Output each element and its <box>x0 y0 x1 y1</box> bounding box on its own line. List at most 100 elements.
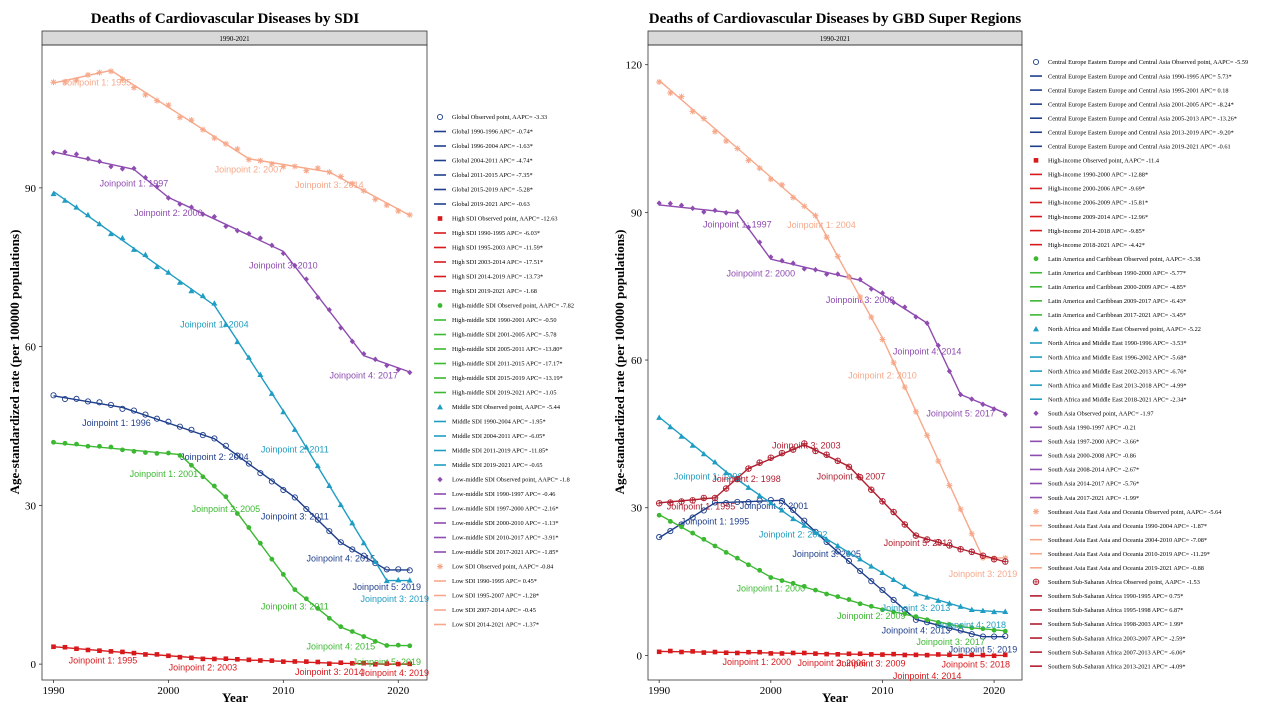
observed-point <box>757 239 763 246</box>
observed-point <box>790 260 796 266</box>
legend-marker-key <box>1033 158 1039 163</box>
legend-label: Latin America and Caribbean 2017-2021 AP… <box>1048 312 1186 319</box>
legend-label: Southeast Asia East Asia and Oceania 201… <box>1048 565 1204 572</box>
observed-point <box>361 634 367 639</box>
observed-point <box>96 69 103 76</box>
legend-item: High-middle SDI 2015-2019 APC= -13.19* <box>434 375 563 382</box>
observed-point <box>51 644 56 650</box>
observed-point <box>924 594 931 600</box>
joinpoint-label: Joinpoint 1: 1996 <box>674 471 743 481</box>
observed-point <box>85 647 91 653</box>
legend-label: North Africa and Middle East Observed po… <box>1048 326 1201 333</box>
observed-point <box>62 644 68 650</box>
legend-label: Southern Sub-Saharan Africa 2013-2021 AP… <box>1048 663 1186 670</box>
observed-point <box>656 534 663 541</box>
observed-point <box>246 525 252 530</box>
observed-point <box>200 656 206 662</box>
observed-point <box>61 197 68 203</box>
observed-point <box>349 546 356 553</box>
joinpoint-label: Joinpoint 1: 2000 <box>737 584 806 594</box>
observed-point <box>834 253 841 260</box>
observed-point <box>199 126 206 133</box>
observed-point <box>924 617 930 623</box>
observed-point <box>74 441 79 447</box>
observed-point <box>913 652 919 658</box>
legend-marker-key <box>1033 508 1039 515</box>
observed-point <box>968 606 975 612</box>
legend-item: Middle SDI 2019-2021 APC= -0.65 <box>434 462 543 469</box>
sdi-series-low-middle-sdi: Joinpoint 1: 1997 Joinpoint 2: 2000 Joinpo… <box>50 149 413 381</box>
observed-point <box>969 625 975 631</box>
joinpoint-label: Joinpoint 5: 2019 <box>949 645 1018 655</box>
observed-point <box>756 459 763 466</box>
observed-point <box>880 607 885 613</box>
legend-item: Central Europe Eastern Europe and Centra… <box>1030 144 1231 151</box>
observed-point <box>957 603 964 609</box>
sdi-x-axis-title: Year <box>222 690 248 705</box>
joinpoint-label: Joinpoint 3: 2019 <box>949 569 1018 579</box>
observed-point <box>1002 411 1008 418</box>
observed-point <box>901 583 908 589</box>
observed-point <box>166 450 171 456</box>
legend-item: Southern Sub-Saharan Africa 1990-1995 AP… <box>1030 593 1183 600</box>
legend-marker-key <box>437 404 443 410</box>
legend-item: Latin America and Caribbean 2000-2009 AP… <box>1030 284 1186 291</box>
legend-item: North Africa and Middle East Observed po… <box>1033 325 1201 333</box>
observed-point <box>154 652 160 657</box>
legend-marker-key <box>437 303 443 308</box>
observed-point <box>779 651 785 656</box>
joinpoint-label: Joinpoint 1: 2004 <box>180 320 249 330</box>
legend-marker-key <box>1033 325 1039 332</box>
legend-marker-key <box>437 476 443 483</box>
observed-point <box>131 448 137 454</box>
legend-item: High SDI 1990-1995 APC= -6.03* <box>434 230 540 237</box>
observed-point <box>165 418 172 425</box>
observed-point <box>947 652 952 658</box>
observed-point <box>315 659 321 665</box>
legend-label: Low SDI Observed point, AAPC= -0.84 <box>452 564 554 571</box>
observed-point <box>857 294 864 301</box>
observed-point <box>723 499 730 507</box>
legend-label: Central Europe Eastern Europe and Centra… <box>1048 144 1231 151</box>
observed-point <box>913 314 919 320</box>
legend-label: Low-middle SDI 2010-2017 APC= -3.91* <box>452 535 559 542</box>
observed-point <box>383 566 390 573</box>
observed-point <box>130 407 137 414</box>
legend-item: Low-middle SDI Observed point, AAPC= -1.… <box>437 476 570 484</box>
observed-point <box>980 652 986 658</box>
joinpoint-label: Joinpoint 5: 2019 <box>352 657 421 667</box>
legend-label: Low SDI 2007-2014 APC= -0.45 <box>452 607 536 614</box>
observed-point <box>723 138 730 145</box>
observed-point <box>790 194 797 201</box>
observed-point <box>349 661 355 666</box>
legend-label: Central Europe Eastern Europe and Centra… <box>1048 73 1232 80</box>
observed-point <box>372 196 379 203</box>
legend-label: High SDI 1990-1995 APC= -6.03* <box>452 230 540 237</box>
observed-point <box>176 423 183 430</box>
observed-point <box>701 209 707 215</box>
legend-item: Latin America and Caribbean 1990-2000 AP… <box>1030 270 1186 277</box>
legend-item: Low SDI 2007-2014 APC= -0.45 <box>434 607 536 614</box>
observed-point <box>656 512 662 518</box>
legend-label: High-middle SDI 2001-2005 APC= -5.78 <box>452 332 556 339</box>
legend-label: High-middle SDI 2011-2015 APC= -17.17* <box>452 361 563 368</box>
legend-item: High-income 2000-2006 APC= -9.69* <box>1030 186 1145 193</box>
observed-point <box>338 324 344 331</box>
observed-point <box>668 648 673 654</box>
observed-point <box>690 530 696 536</box>
observed-point <box>879 569 886 576</box>
observed-point <box>61 395 69 403</box>
observed-point <box>968 530 975 537</box>
observed-point <box>823 451 830 458</box>
legend-item: Global 2015-2019 APC= -5.28* <box>434 187 533 194</box>
legend-item: North Africa and Middle East 2002-2013 A… <box>1030 368 1187 375</box>
observed-point <box>269 658 275 663</box>
joinpoint-label: Joinpoint 2: 2006 <box>798 658 867 668</box>
y-tick-label: 0 <box>637 650 643 662</box>
legend-label: North Africa and Middle East 1990-1996 A… <box>1048 340 1187 347</box>
legend-label: Southern Sub-Saharan Africa Observed poi… <box>1048 579 1200 586</box>
legend-label: Middle SDI 2004-2011 APC= -6.05* <box>452 433 545 440</box>
y-tick-label: 90 <box>25 183 37 195</box>
observed-point <box>980 401 986 408</box>
legend-item: High-middle SDI Observed point, AAPC= -7… <box>437 303 574 310</box>
